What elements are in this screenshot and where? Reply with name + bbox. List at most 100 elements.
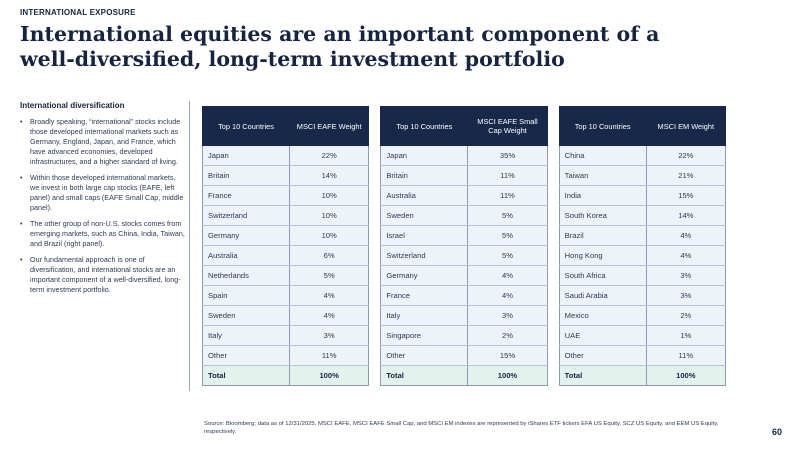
table-row: Taiwan 21%: [558, 165, 726, 186]
table-row: Britain 14%: [202, 165, 370, 186]
weight-cell: 5%: [467, 205, 548, 226]
table-row: Israel 5%: [380, 225, 548, 246]
table-row: China 22%: [558, 145, 726, 166]
weight-cell: 35%: [467, 145, 548, 166]
country-cell: India: [558, 185, 647, 206]
weight-cell: 14%: [645, 205, 726, 226]
weight-cell: 4%: [288, 285, 370, 306]
total-label-cell: Total: [202, 365, 290, 386]
weight-cell: 4%: [288, 305, 370, 326]
eyebrow-label: INTERNATIONAL EXPOSURE: [20, 8, 136, 17]
table-row: Switzerland 5%: [380, 245, 548, 266]
country-cell: Britain: [380, 165, 469, 186]
sidebar-heading: International diversification: [20, 101, 125, 110]
page-title: International equities are an important …: [20, 22, 660, 71]
table-row: Japan 22%: [202, 145, 370, 166]
country-weight-tables: Top 10 Countries MSCI EAFE Weight Japan 22…: [202, 106, 726, 386]
weight-cell: 2%: [645, 305, 726, 326]
weight-cell: 4%: [467, 285, 548, 306]
table-row: France 10%: [202, 185, 370, 206]
bullet-item: Within those developed international mar…: [20, 173, 185, 213]
table-row: Britain 11%: [380, 165, 548, 186]
total-value-cell: 100%: [288, 365, 370, 386]
weight-cell: 5%: [288, 265, 370, 286]
weight-cell: 2%: [467, 325, 548, 346]
weight-cell: 4%: [467, 265, 548, 286]
table-row: Sweden 4%: [202, 305, 370, 326]
table-header-row: Top 10 Countries MSCI EAFE Weight: [202, 106, 370, 146]
table-row: Other 11%: [558, 345, 726, 366]
country-cell: Germany: [380, 265, 469, 286]
country-cell: Taiwan: [558, 165, 647, 186]
country-cell: Britain: [202, 165, 290, 186]
table-row: UAE 1%: [558, 325, 726, 346]
table-row: South Korea 14%: [558, 205, 726, 226]
country-cell: Italy: [380, 305, 469, 326]
total-value-cell: 100%: [467, 365, 548, 386]
page-number: 60: [772, 427, 783, 437]
table-row: Saudi Arabia 3%: [558, 285, 726, 306]
country-cell: Japan: [380, 145, 469, 166]
country-cell: South Africa: [558, 265, 647, 286]
weight-cell: 4%: [645, 245, 726, 266]
total-row: Total 100%: [558, 365, 726, 386]
table-row: Italy 3%: [202, 325, 370, 346]
source-note: Source: Bloomberg; data as of 12/31/2025…: [204, 421, 719, 435]
weight-cell: 21%: [645, 165, 726, 186]
weight-cell: 11%: [288, 345, 370, 366]
total-row: Total 100%: [202, 365, 370, 386]
column-header-country: Top 10 Countries: [202, 106, 290, 146]
weight-cell: 3%: [645, 265, 726, 286]
total-label-cell: Total: [380, 365, 469, 386]
column-header-weight: MSCI EAFE Weight: [288, 106, 370, 146]
country-cell: Singapore: [380, 325, 469, 346]
country-cell: Switzerland: [380, 245, 469, 266]
table-row: Hong Kong 4%: [558, 245, 726, 266]
table-row: Singapore 2%: [380, 325, 548, 346]
country-cell: Germany: [202, 225, 290, 246]
country-cell: Switzerland: [202, 205, 290, 226]
country-cell: Mexico: [558, 305, 647, 326]
table-row: South Africa 3%: [558, 265, 726, 286]
table-row: Japan 35%: [380, 145, 548, 166]
country-cell: Other: [558, 345, 647, 366]
table-row: France 4%: [380, 285, 548, 306]
country-cell: Hong Kong: [558, 245, 647, 266]
table-row: Australia 6%: [202, 245, 370, 266]
weight-cell: 10%: [288, 225, 370, 246]
weight-cell: 6%: [288, 245, 370, 266]
table-header-row: Top 10 Countries MSCI EM Weight: [558, 106, 726, 146]
weight-cell: 22%: [645, 145, 726, 166]
total-value-cell: 100%: [645, 365, 726, 386]
country-cell: South Korea: [558, 205, 647, 226]
em-table: Top 10 Countries MSCI EM Weight China 22% T…: [558, 106, 726, 386]
table-row: Mexico 2%: [558, 305, 726, 326]
bullet-list: Broadly speaking, “international” stocks…: [20, 117, 185, 295]
weight-cell: 10%: [288, 205, 370, 226]
column-header-weight: MSCI EM Weight: [645, 106, 726, 146]
weight-cell: 3%: [467, 305, 548, 326]
table-row: Other 11%: [202, 345, 370, 366]
weight-cell: 4%: [645, 225, 726, 246]
bullet-item: Our fundamental approach is one of diver…: [20, 255, 185, 295]
total-row: Total 100%: [380, 365, 548, 386]
weight-cell: 3%: [645, 285, 726, 306]
column-header-country: Top 10 Countries: [558, 106, 647, 146]
weight-cell: 3%: [288, 325, 370, 346]
country-cell: Italy: [202, 325, 290, 346]
vertical-divider: [189, 101, 190, 391]
table-row: Brazil 4%: [558, 225, 726, 246]
country-cell: Israel: [380, 225, 469, 246]
eafe-small-cap-table: Top 10 Countries MSCI EAFE Small Cap Weig…: [380, 106, 548, 386]
country-cell: Spain: [202, 285, 290, 306]
weight-cell: 5%: [467, 245, 548, 266]
country-cell: France: [202, 185, 290, 206]
total-label-cell: Total: [558, 365, 647, 386]
weight-cell: 22%: [288, 145, 370, 166]
weight-cell: 10%: [288, 185, 370, 206]
column-header-weight: MSCI EAFE Small Cap Weight: [467, 106, 548, 146]
sidebar-panel: International diversification Broadly sp…: [20, 101, 185, 301]
table-row: Netherlands 5%: [202, 265, 370, 286]
weight-cell: 15%: [645, 185, 726, 206]
bullet-item: Broadly speaking, “international” stocks…: [20, 117, 185, 167]
